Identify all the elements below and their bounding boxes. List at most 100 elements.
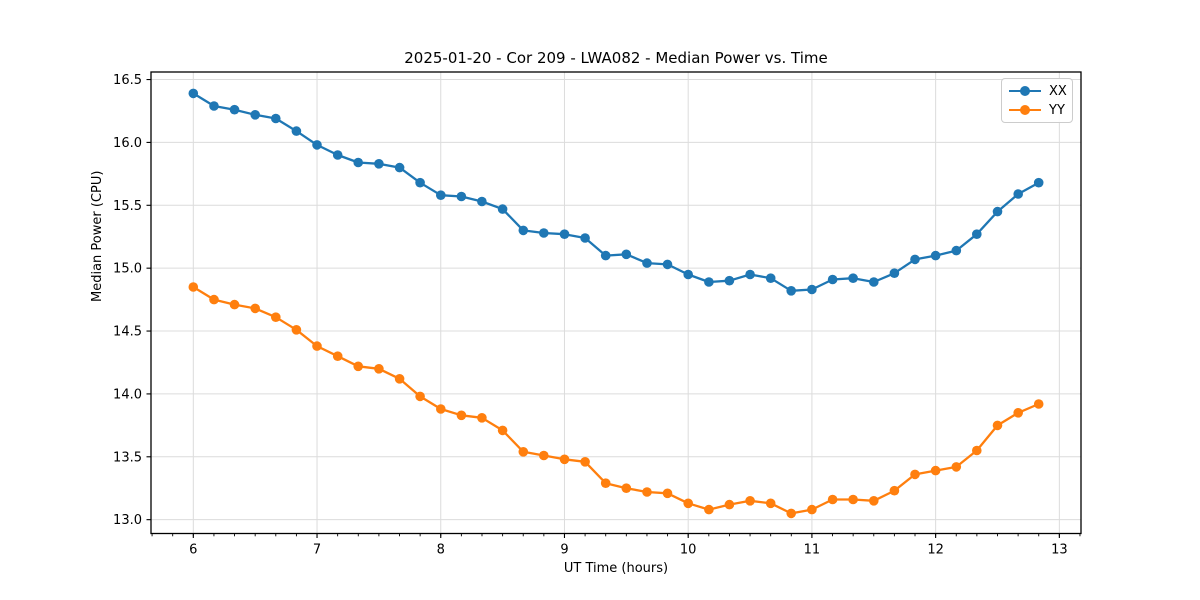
xx-data-point — [600, 250, 611, 261]
yy-data-point — [992, 420, 1003, 431]
y-tick-label: 15.5 — [113, 199, 142, 214]
xx-data-point — [827, 274, 838, 285]
legend: XX YY — [1001, 78, 1073, 123]
xx-data-point — [683, 269, 693, 280]
xx-data-point — [704, 277, 714, 287]
yy-data-point — [642, 487, 652, 497]
yy-data-point — [662, 488, 673, 499]
x-tick-label: 8 — [437, 543, 445, 558]
xx-data-point — [889, 268, 900, 279]
yy-data-point — [497, 425, 508, 436]
yy-line-marker-icon — [1009, 105, 1041, 115]
xx-data-point — [477, 196, 487, 207]
yy-data-point — [972, 445, 982, 456]
xx-data-point — [250, 110, 260, 120]
axes-frame — [150, 71, 1082, 535]
y-tick-label: 15.0 — [113, 262, 142, 277]
yy-data-point — [869, 496, 879, 506]
yy-data-point — [353, 361, 364, 372]
x-tick-label: 6 — [189, 543, 197, 558]
xx-data-point — [209, 101, 219, 111]
y-tick-label: 16.5 — [113, 73, 142, 88]
legend-entry-yy: YY — [1009, 101, 1065, 119]
yy-data-point — [704, 504, 714, 515]
yy-data-point — [271, 312, 281, 323]
yy-data-point — [600, 478, 611, 489]
xx-data-point — [951, 245, 962, 256]
xx-data-point — [992, 206, 1003, 217]
xx-data-point — [765, 273, 776, 284]
yy-data-point — [786, 508, 796, 519]
xx-data-point — [271, 113, 281, 124]
yy-series-line — [192, 285, 1040, 515]
xx-data-point — [580, 233, 590, 243]
yy-data-point — [188, 282, 199, 292]
y-tick-label: 14.0 — [113, 387, 142, 402]
xx-data-point — [1013, 189, 1023, 199]
x-tick-label: 9 — [560, 543, 568, 558]
xx-data-point — [415, 177, 425, 188]
xx-data-point — [436, 190, 446, 200]
xx-data-point — [930, 250, 941, 261]
yy-data-point — [621, 483, 632, 494]
xx-data-point — [332, 150, 343, 160]
yy-data-point — [724, 499, 735, 510]
xx-data-point — [539, 228, 549, 238]
xx-data-point — [642, 258, 652, 268]
xx-data-point — [972, 229, 982, 239]
xx-data-point — [910, 254, 920, 265]
x-tick-label: 10 — [680, 543, 697, 558]
y-tick-label: 16.0 — [113, 136, 142, 151]
xx-data-point — [374, 159, 384, 169]
xx-data-point — [745, 269, 755, 280]
yy-data-point — [539, 450, 549, 461]
yy-data-point — [456, 410, 467, 421]
yy-data-point — [436, 404, 446, 414]
yy-data-point — [518, 447, 529, 457]
xx-data-point — [559, 229, 570, 239]
y-tick-label: 13.5 — [113, 450, 142, 465]
xx-data-point — [869, 277, 879, 287]
yy-data-point — [930, 465, 941, 476]
yy-data-point — [394, 374, 405, 384]
xx-data-point — [456, 191, 467, 202]
xx-data-point — [291, 126, 302, 136]
xx-data-point — [786, 286, 796, 296]
yy-data-point — [559, 454, 570, 465]
yy-data-point — [910, 469, 920, 480]
xx-data-point — [394, 162, 405, 173]
yy-data-point — [332, 351, 343, 362]
yy-data-point — [291, 325, 302, 335]
x-tick-label: 13 — [1051, 543, 1068, 558]
y-tick-label: 13.0 — [113, 513, 142, 528]
xx-data-point — [848, 273, 858, 284]
xx-data-point — [229, 104, 240, 115]
yy-data-point — [827, 494, 838, 505]
yy-data-point — [580, 457, 590, 467]
yy-data-point — [889, 485, 900, 496]
yy-data-point — [209, 294, 219, 305]
y-tick-label: 14.5 — [113, 325, 142, 340]
yy-data-point — [312, 341, 322, 351]
chart-title: 2025-01-20 - Cor 209 - LWA082 - Median P… — [404, 49, 828, 67]
xx-data-point — [497, 204, 508, 214]
yy-data-point — [848, 494, 858, 505]
yy-data-point — [415, 391, 425, 402]
yy-data-point — [1013, 408, 1023, 418]
xx-data-point — [1033, 177, 1044, 188]
yy-data-point — [951, 462, 962, 472]
x-tick-label: 11 — [804, 543, 821, 558]
yy-data-point — [745, 496, 755, 506]
xx-line-marker-icon — [1009, 86, 1041, 96]
xx-data-point — [662, 259, 673, 270]
xx-data-point — [518, 225, 529, 236]
xx-data-point — [312, 140, 322, 150]
yy-data-point — [807, 504, 817, 515]
legend-entry-xx: XX — [1009, 82, 1067, 100]
legend-label-yy: YY — [1049, 102, 1065, 118]
xx-data-point — [807, 284, 817, 295]
xx-data-point — [724, 275, 735, 286]
yy-data-point — [1033, 399, 1044, 409]
xx-data-point — [353, 157, 364, 168]
